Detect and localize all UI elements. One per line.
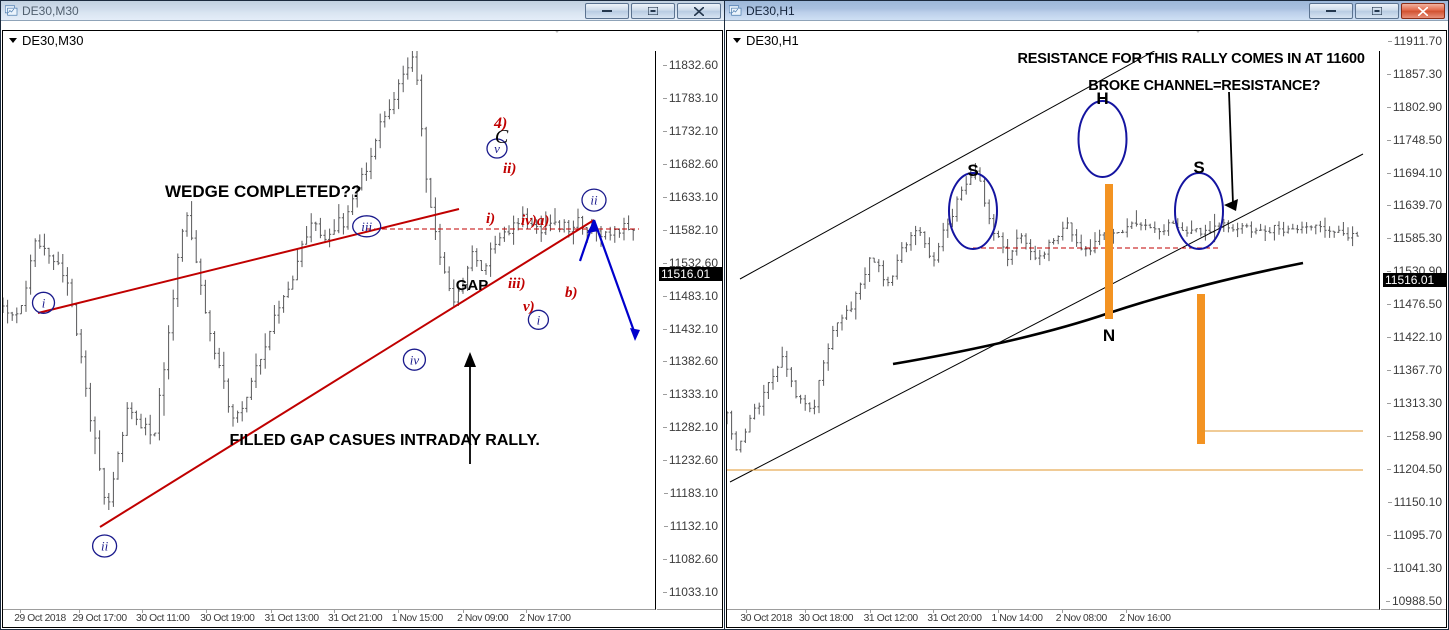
svg-text:WEDGE COMPLETED??: WEDGE COMPLETED?? [165,182,361,201]
svg-text:iv: iv [410,352,420,367]
svg-text:RESISTANCE FOR THIS RALLY COME: RESISTANCE FOR THIS RALLY COMES IN AT 11… [1018,51,1365,67]
svg-text:i: i [537,312,541,327]
svg-text:i): i) [486,211,495,227]
svg-text:ii: ii [590,193,598,208]
svg-text:i: i [42,295,46,310]
svg-text:b): b) [565,285,578,301]
svg-text:iii): iii) [508,276,526,292]
svg-text:N: N [1103,326,1115,345]
svg-text:FILLED GAP CASUES INTRADAY RAL: FILLED GAP CASUES INTRADAY RALLY. [230,432,540,449]
svg-text:v): v) [523,299,535,315]
svg-text:ii: ii [101,539,109,554]
svg-text:C: C [495,126,509,148]
svg-text:S: S [1193,158,1204,177]
svg-text:GAP: GAP [456,277,489,294]
svg-text:iii: iii [361,219,372,234]
svg-text:iv)a): iv)a) [521,213,549,229]
svg-text:S: S [967,161,978,180]
svg-text:BROKE CHANNEL=RESISTANCE?: BROKE CHANNEL=RESISTANCE? [1088,78,1320,94]
svg-text:ii): ii) [503,161,516,177]
